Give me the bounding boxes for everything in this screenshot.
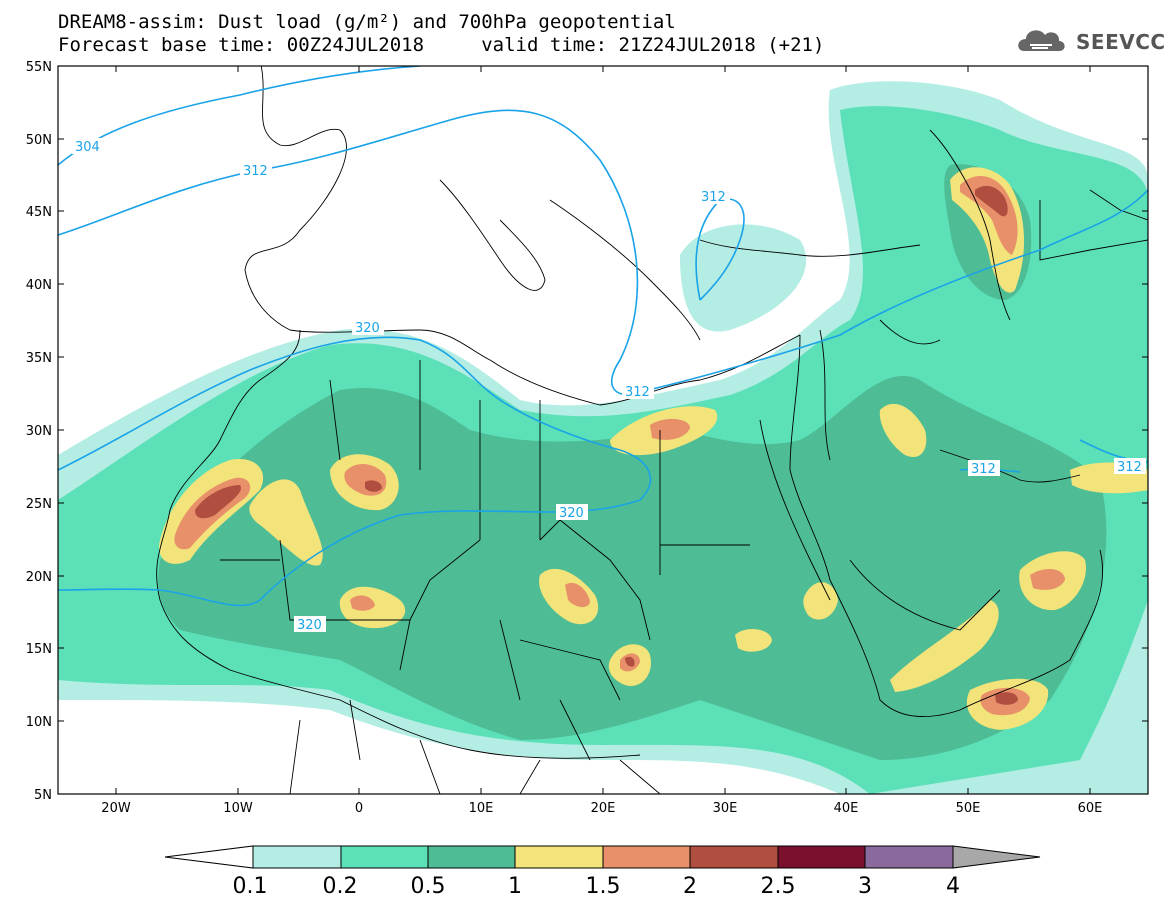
chart-title-line2: Forecast base time: 00Z24JUL2018 valid t…: [58, 34, 825, 56]
contour-label: 304: [75, 140, 100, 155]
colorbar-segment: [427, 845, 516, 869]
lat-label: 5N: [34, 788, 52, 803]
lon-axis: 20W 10W 0 10E 20E 30E 40E 50E 60E: [101, 66, 1102, 816]
coastlines: [156, 66, 1148, 794]
dust-region-1.5-oman: [1030, 568, 1065, 590]
dust-region-1-mauritania: [249, 479, 323, 566]
lon-label: 0: [355, 801, 363, 816]
colorbar-segment: [340, 845, 429, 869]
colorbar-segment: [689, 845, 779, 869]
lon-label: 10W: [223, 801, 253, 816]
colorbar-high-arrow: [952, 845, 1041, 869]
colorbar-label: 0.5: [411, 874, 446, 899]
colorbar-label: 0.1: [233, 874, 268, 899]
contour-label: 312: [243, 164, 268, 179]
contour-label: 312: [701, 190, 726, 205]
cloud-icon: [1018, 30, 1065, 51]
geopotential-contours: [58, 66, 1148, 607]
colorbar-label: 0.2: [323, 874, 358, 899]
colorbar-segment: [864, 845, 954, 869]
colorbar-label: 2.5: [761, 874, 796, 899]
lat-axis: 55N 50N 45N 40N 35N 30N 25N 20N 15N 10N …: [26, 60, 1148, 803]
dust-region-1-redsea: [803, 582, 838, 620]
dust-region-1.5-chad: [565, 582, 590, 608]
colorbar-label: 3: [858, 874, 872, 899]
lat-label: 25N: [26, 497, 52, 512]
contour-labels: 304 312 312 320 312 320 320 312 312: [72, 138, 1146, 633]
lat-label: 50N: [26, 133, 52, 148]
colorbar: [164, 845, 1041, 869]
lon-label: 30E: [713, 801, 738, 816]
dust-region-0.5-sahara: [158, 375, 1107, 760]
dust-region-2-sudan: [625, 656, 635, 667]
map-area: [58, 66, 1148, 794]
lat-label: 15N: [26, 642, 52, 657]
colorbar-label: 1: [508, 874, 522, 899]
lat-label: 10N: [26, 715, 52, 730]
colorbar-label: 2: [683, 874, 697, 899]
contour-label: 312: [625, 385, 650, 400]
chart-title-line1: DREAM8-assim: Dust load (g/m²) and 700hP…: [58, 11, 676, 33]
colorbar-segment: [602, 845, 691, 869]
dust-region-2-algeria: [365, 480, 382, 492]
colorbar-low-arrow: [164, 845, 254, 869]
lat-label: 35N: [26, 351, 52, 366]
dust-region-1-central: [735, 628, 772, 652]
lon-label: 40E: [834, 801, 859, 816]
dust-region-1.5-mali: [350, 595, 375, 611]
contour-label: 320: [559, 506, 584, 521]
contour-label: 312: [1117, 460, 1142, 475]
contour-label: 312: [971, 462, 996, 477]
lat-label: 40N: [26, 278, 52, 293]
dust-region-0.1-balkan: [680, 224, 807, 332]
lon-label: 10E: [469, 801, 494, 816]
lon-label: 50E: [956, 801, 981, 816]
logo-text: SEEVCCC: [1076, 30, 1165, 54]
colorbar-segment: [252, 845, 342, 869]
colorbar-label: 4: [946, 874, 960, 899]
colorbar-segment: [777, 845, 866, 869]
lat-label: 30N: [26, 424, 52, 439]
colorbar-segment: [514, 845, 604, 869]
lat-label: 20N: [26, 570, 52, 585]
dust-region-2-yemen: [995, 692, 1018, 705]
lat-label: 55N: [26, 60, 52, 75]
lon-label: 20E: [591, 801, 616, 816]
lat-label: 45N: [26, 205, 52, 220]
contour-label: 320: [297, 618, 322, 633]
dust-region-1-iraq: [879, 403, 927, 458]
dust-region-2-wsahara: [195, 485, 241, 519]
colorbar-label: 1.5: [586, 874, 621, 899]
dust-region-2-caspian: [975, 185, 1008, 217]
lon-label: 60E: [1078, 801, 1103, 816]
dust-region-1-arabia: [890, 600, 999, 692]
colorbar-labels: 0.1 0.2 0.5 1 1.5 2 2.5 3 4: [233, 874, 961, 899]
lon-label: 20W: [101, 801, 131, 816]
contour-label: 320: [355, 321, 380, 336]
